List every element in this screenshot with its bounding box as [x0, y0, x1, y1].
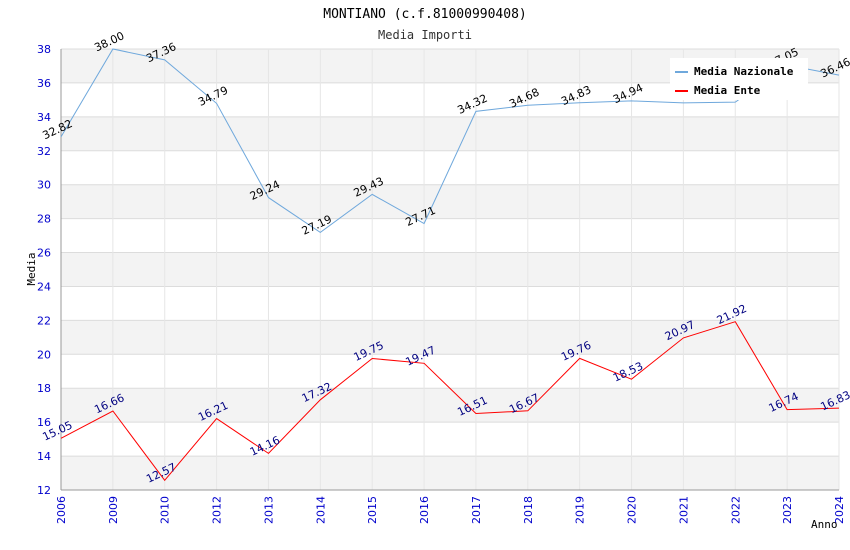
data-label-nazionale: 34.94	[611, 81, 645, 106]
data-label-nazionale: 34.79	[196, 84, 230, 109]
x-tick-label: 2006	[55, 496, 68, 524]
gridlines	[60, 48, 840, 491]
y-tick-label: 38	[37, 43, 51, 56]
background-bands	[61, 49, 839, 490]
background-band	[61, 252, 839, 287]
y-tick-label: 20	[37, 348, 51, 361]
data-label-ente: 14.16	[248, 434, 282, 459]
y-tick-label: 30	[37, 179, 51, 192]
series-lines	[60, 48, 840, 482]
y-tick-label: 24	[37, 280, 51, 293]
legend-label-ente: Media Ente	[694, 84, 761, 97]
legend-label-nazionale: Media Nazionale	[694, 65, 794, 78]
x-tick-label: 2021	[677, 496, 690, 524]
y-tick-label: 14	[37, 450, 51, 463]
x-tick-label: 2013	[262, 496, 275, 524]
legend-box	[670, 58, 808, 100]
y-tick-label: 16	[37, 416, 51, 429]
x-tick-label: 2015	[366, 496, 379, 524]
background-band	[61, 184, 839, 219]
x-tick-label: 2012	[211, 496, 224, 524]
y-tick-label: 22	[37, 314, 51, 327]
chart-title: MONTIANO (c.f.81000990408)	[323, 7, 527, 22]
x-tick-label: 2023	[781, 496, 794, 524]
x-tick-label: 2024	[833, 496, 846, 524]
y-tick-labels: 12 14 16 18 20 22 24 26 28 30 32 34 36 38	[37, 43, 51, 497]
background-band	[61, 388, 839, 423]
data-label-nazionale: 34.68	[507, 86, 541, 111]
series-line-media-nazionale	[60, 48, 840, 234]
x-tick-label: 2019	[574, 496, 587, 524]
x-tick-label: 2022	[729, 496, 742, 524]
x-tick-label: 2014	[314, 496, 327, 524]
x-axis-label: Anno	[811, 518, 838, 531]
y-tick-label: 32	[37, 145, 51, 158]
y-tick-label: 28	[37, 213, 51, 226]
axes	[60, 49, 839, 491]
x-tick-label: 2018	[522, 496, 535, 524]
y-tick-label: 18	[37, 382, 51, 395]
chart-subtitle: Media Importi	[378, 28, 472, 42]
background-band	[61, 116, 839, 151]
y-tick-label: 12	[37, 484, 51, 497]
legend: Media Nazionale Media Ente	[670, 58, 808, 100]
background-band	[61, 320, 839, 355]
y-tick-label: 36	[37, 77, 51, 90]
background-band	[61, 456, 839, 490]
y-tick-label: 26	[37, 247, 51, 260]
y-tick-label: 34	[37, 111, 51, 124]
series-line-media-ente	[60, 321, 840, 482]
data-label-nazionale: 34.32	[455, 92, 489, 117]
x-tick-label: 2017	[470, 496, 483, 524]
x-tick-labels: 2006 2009 2010 2012 2013 2014 2015 2016 2017 2018…	[55, 496, 846, 524]
y-axis-label: Media	[25, 252, 38, 285]
x-tick-label: 2016	[418, 496, 431, 524]
x-tick-label: 2020	[626, 496, 639, 524]
x-tick-label: 2010	[159, 496, 172, 524]
data-label-ente: 18.53	[611, 360, 645, 385]
data-label-nazionale: 34.83	[559, 83, 593, 108]
x-tick-label: 2009	[107, 496, 120, 524]
